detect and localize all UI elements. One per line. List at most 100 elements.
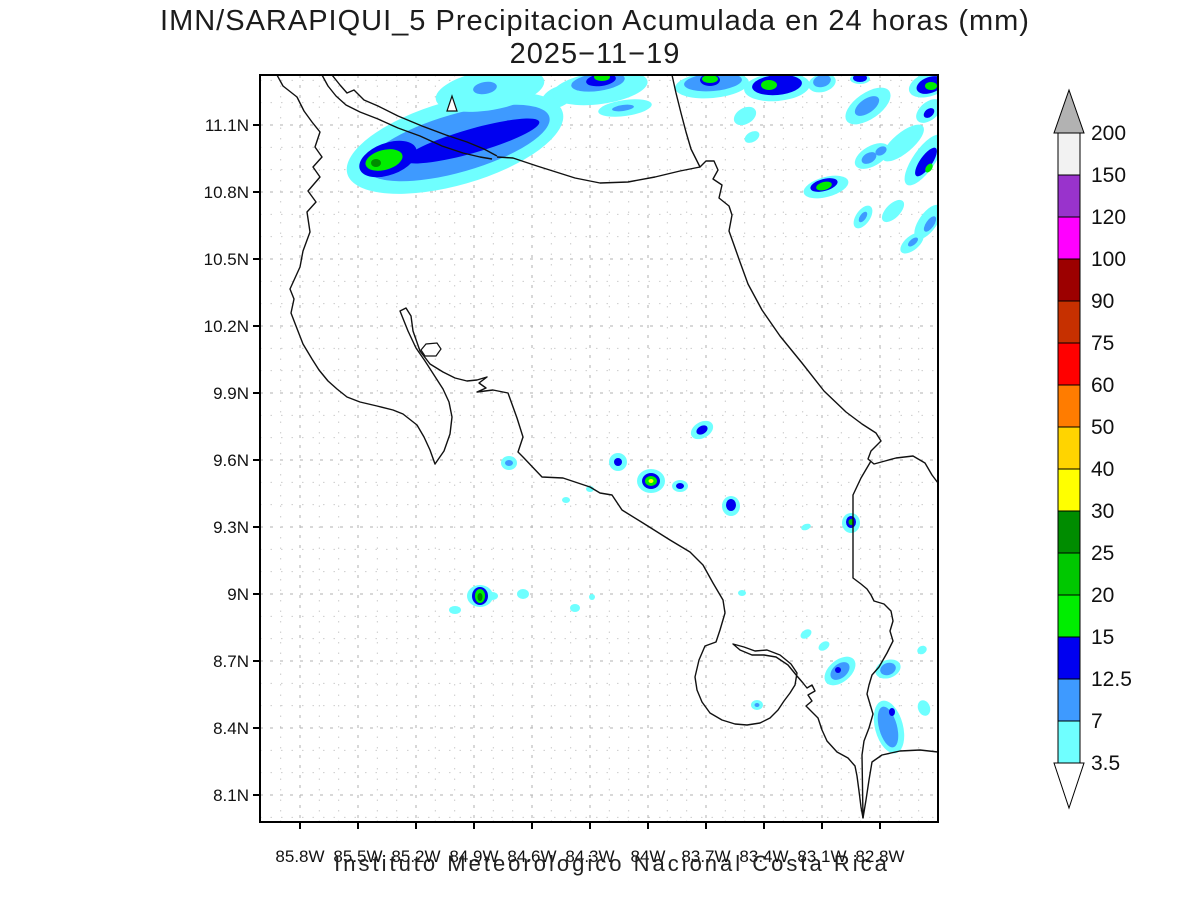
precip-blob bbox=[570, 604, 580, 612]
lon-tick-label: 85.5W bbox=[333, 847, 382, 866]
lat-tick-label: 10.2N bbox=[204, 317, 249, 336]
lon-tick-label: 83.1W bbox=[797, 847, 846, 866]
precip-blob bbox=[676, 483, 684, 489]
colorbar-label: 120 bbox=[1091, 206, 1126, 229]
precip-blob bbox=[754, 703, 760, 707]
precip-blob bbox=[801, 523, 811, 531]
colorbar-label-max: 200 bbox=[1091, 122, 1126, 145]
lat-tick-label: 8.7N bbox=[213, 652, 249, 671]
lat-tick-label: 9.3N bbox=[213, 518, 249, 537]
precip-blob bbox=[473, 81, 497, 95]
precip-blob bbox=[589, 594, 595, 600]
colorbar-label: 30 bbox=[1091, 500, 1114, 523]
colorbar-label: 25 bbox=[1091, 542, 1114, 565]
colorbar-segment bbox=[1057, 426, 1081, 470]
lon-tick-label: 83.4W bbox=[739, 847, 788, 866]
colorbar-segment bbox=[1057, 552, 1081, 596]
lat-tick-label: 9N bbox=[227, 585, 249, 604]
lon-tick-label: 84W bbox=[631, 847, 666, 866]
colorbar-segment bbox=[1057, 216, 1081, 260]
precip-blob bbox=[858, 211, 868, 223]
grid-layer bbox=[260, 75, 938, 822]
precip-blob bbox=[696, 425, 708, 435]
coastline-path bbox=[496, 156, 701, 184]
precip-blob bbox=[835, 667, 841, 673]
colorbar-label: 150 bbox=[1091, 164, 1126, 187]
lat-tick-label: 8.1N bbox=[213, 786, 249, 805]
precip-blob bbox=[889, 708, 895, 716]
precipitation-layer bbox=[346, 75, 938, 754]
lat-tick-label: 9.6N bbox=[213, 451, 249, 470]
coastline-path bbox=[852, 460, 894, 819]
precip-blob bbox=[733, 106, 757, 126]
precip-blob bbox=[816, 181, 832, 191]
precip-blob bbox=[908, 237, 918, 247]
precip-blob bbox=[517, 589, 529, 599]
precip-blob bbox=[449, 606, 461, 614]
precip-blob bbox=[923, 108, 935, 118]
precip-blob bbox=[594, 75, 610, 81]
coastline-layer bbox=[276, 75, 938, 819]
precip-blob bbox=[612, 104, 634, 112]
precip-blob bbox=[761, 80, 777, 90]
island-outline bbox=[420, 342, 442, 357]
lon-tick-label: 85.2W bbox=[391, 847, 440, 866]
lon-tick-label: 83.7W bbox=[681, 847, 730, 866]
precip-blob bbox=[877, 706, 899, 748]
coastline-path bbox=[671, 75, 938, 484]
colorbar-label: 100 bbox=[1091, 248, 1126, 271]
precip-blob bbox=[861, 152, 877, 164]
precip-blob bbox=[854, 96, 880, 116]
precip-blob bbox=[923, 216, 937, 232]
colorbar-label: 60 bbox=[1091, 374, 1114, 397]
precip-blob bbox=[917, 700, 931, 716]
precip-blob bbox=[881, 199, 905, 223]
precip-blob bbox=[925, 82, 937, 90]
lon-tick-label: 82.8W bbox=[855, 847, 904, 866]
axes-layer: 11.1N 10.8N 10.5N 10.2N 9.9N 9.6N 9.3N 9N 8.7N 8.… bbox=[204, 74, 939, 866]
credit-footer: Instituto Meteorologico Nacional Costa R… bbox=[334, 851, 890, 876]
colorbar-label: 20 bbox=[1091, 584, 1114, 607]
precip-blob bbox=[726, 499, 736, 511]
colorbar-top-arrow bbox=[1053, 88, 1085, 134]
colorbar-segment bbox=[1057, 636, 1081, 680]
precip-blob bbox=[648, 479, 654, 483]
colorbar-label: 90 bbox=[1091, 290, 1114, 313]
precip-blob bbox=[404, 118, 540, 164]
lat-tick-label: 8.4N bbox=[213, 719, 249, 738]
precip-blob bbox=[702, 75, 718, 83]
colorbar-label: 40 bbox=[1091, 458, 1114, 481]
colorbar-segment bbox=[1057, 384, 1081, 428]
island-layer bbox=[420, 94, 458, 357]
page-title: IMN/SARAPIQUI_5 Precipitacion Acumulada … bbox=[160, 5, 1030, 37]
colorbar-label: 7 bbox=[1091, 710, 1103, 733]
precip-blob bbox=[853, 75, 867, 82]
colorbar-label: 3.5 bbox=[1091, 752, 1120, 775]
lat-tick-label: 10.5N bbox=[204, 250, 249, 269]
precip-blob bbox=[738, 590, 746, 596]
colorbar-segment bbox=[1057, 678, 1081, 722]
lon-tick-label: 85.8W bbox=[275, 847, 324, 866]
lat-tick-label: 10.8N bbox=[204, 183, 249, 202]
island-outline bbox=[446, 94, 458, 112]
precip-blob bbox=[915, 147, 937, 177]
precip-blob bbox=[813, 75, 831, 88]
coastline-path bbox=[331, 75, 498, 157]
precip-blob bbox=[800, 629, 812, 639]
precip-blob bbox=[505, 460, 513, 466]
precip-blob bbox=[882, 124, 924, 162]
precip-blob bbox=[917, 645, 927, 655]
colorbar-segment bbox=[1057, 174, 1081, 218]
precip-blob bbox=[744, 131, 760, 143]
precip-blob bbox=[614, 458, 622, 466]
colorbar-label: 75 bbox=[1091, 332, 1114, 355]
precip-blob bbox=[875, 146, 887, 156]
page-subtitle-date: 2025−11−19 bbox=[509, 38, 681, 70]
colorbar-segment bbox=[1057, 300, 1081, 344]
precip-blob bbox=[818, 641, 830, 651]
coastline-path bbox=[321, 75, 493, 160]
colorbar-label: 15 bbox=[1091, 626, 1114, 649]
colorbar-segment bbox=[1057, 132, 1081, 176]
